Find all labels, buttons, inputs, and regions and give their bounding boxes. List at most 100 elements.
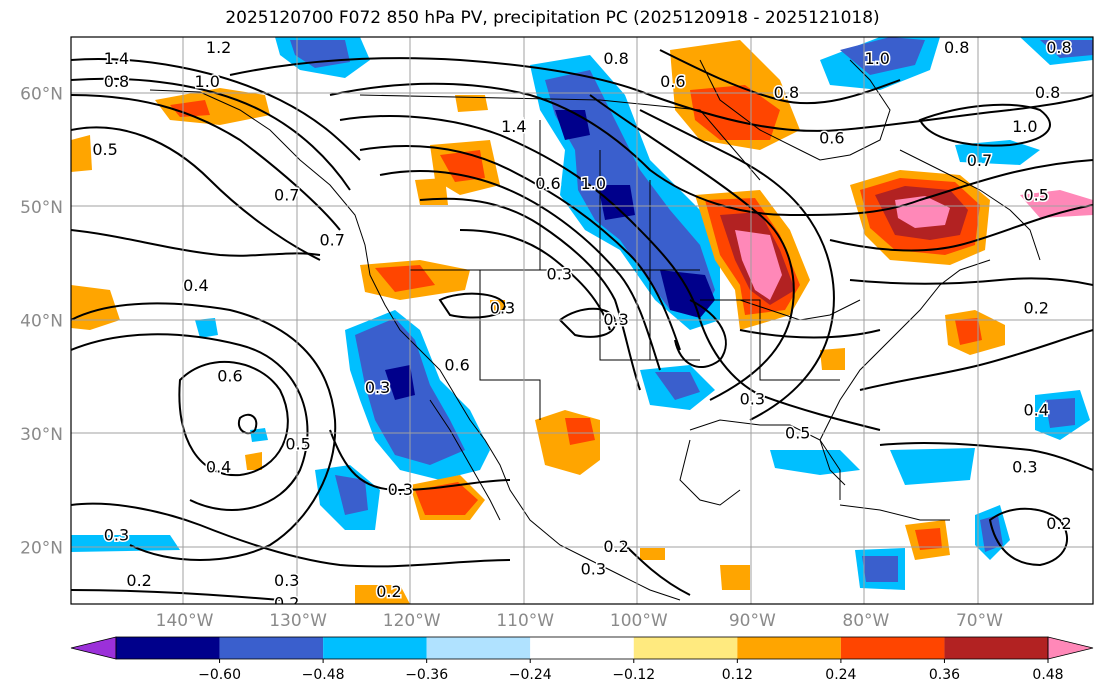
- graticule: [71, 37, 1093, 604]
- labrador-coast: [899, 149, 1041, 261]
- colorbar-under-arrow: [70, 636, 117, 660]
- precip-negative-blob: [195, 318, 218, 338]
- pv-contour-line: [359, 145, 681, 351]
- pv-contour-line: [71, 302, 337, 561]
- contour-labels: 1.4 1.0 0.8 1.2 0.5 0.7 0.7 0.4 0.6 0.5 0.4 0.3 0.3 0…: [91, 37, 1073, 604]
- contour-label: 1.4: [501, 117, 526, 136]
- contour-label: 0.6: [819, 129, 844, 148]
- contour-label: 0.5: [285, 435, 310, 454]
- precip-negative-blob: [1040, 40, 1093, 58]
- pv-contour-line: [71, 229, 321, 257]
- pv-contour-line: [988, 507, 1069, 567]
- longitude-tick-label: 70°W: [956, 611, 1003, 631]
- latitude-tick-label: 40°N: [20, 312, 63, 332]
- pv-contour-line: [849, 277, 1093, 286]
- pv-contour-line: [71, 94, 341, 231]
- pv-contour-line: [339, 115, 761, 396]
- colorbar-swatch: [323, 637, 427, 659]
- precip-positive-blob: [455, 95, 488, 112]
- yucatan-coast: [679, 439, 741, 506]
- contour-label: 0.4: [183, 276, 208, 295]
- precip-negative-blob: [655, 372, 700, 400]
- contour-label: 0.3: [547, 265, 572, 284]
- pv-contour-line: [329, 429, 511, 492]
- contour-label: 0.3: [1012, 457, 1037, 476]
- colorbar-swatch: [219, 637, 324, 659]
- pv-contour-line: [619, 539, 691, 596]
- pv-contours: [71, 49, 1093, 601]
- colorbar-over-arrow: [1047, 636, 1094, 660]
- colorbar-tick-label: 0.48: [1032, 667, 1063, 683]
- contour-label: 0.3: [740, 389, 765, 408]
- precip-positive-blob: [490, 300, 505, 312]
- pv-contour-line: [71, 333, 309, 511]
- contour-label: 0.3: [388, 480, 413, 499]
- state-border: [539, 120, 651, 360]
- contour-label: 0.7: [319, 231, 344, 250]
- precip-positive-blob: [355, 585, 410, 604]
- colorbar-swatch: [426, 637, 531, 659]
- pv-contour-line: [438, 292, 507, 319]
- precip-negative-blob: [1045, 398, 1075, 428]
- precip-negative-blob: [385, 365, 415, 400]
- precip-negative-blob: [770, 450, 860, 475]
- contour-label: 0.8: [603, 49, 628, 68]
- contour-label: 0.7: [274, 185, 299, 204]
- precip-positive-blob: [565, 418, 595, 445]
- longitude-tick-label: 110°W: [496, 611, 554, 631]
- colorbar-swatch: [840, 637, 945, 659]
- pv-contour-line: [329, 82, 1093, 217]
- colorbar: −0.60 −0.48 −0.36 −0.24 −0.12 0.12 0.24 0.36 0.4…: [70, 636, 1094, 683]
- pv-contour-line: [759, 394, 881, 431]
- contour-label: 0.6: [217, 367, 242, 386]
- contour-label: 0.2: [376, 582, 401, 601]
- pv-contour-line: [178, 360, 289, 477]
- pv-contour-line: [237, 413, 258, 435]
- precip-positive-blob: [375, 265, 435, 292]
- colorbar-swatch: [944, 637, 1048, 659]
- pv-contour-line: [589, 94, 795, 401]
- precip-positive-blob: [71, 285, 120, 330]
- contour-label: 0.3: [274, 571, 299, 590]
- precip-negative-blob: [955, 140, 1040, 165]
- contour-label: 0.8: [944, 38, 969, 57]
- gulf-coast: [689, 419, 841, 500]
- colorbar-tick-label: −0.48: [302, 667, 345, 683]
- colorbar-tick-label: −0.12: [612, 667, 655, 683]
- latitude-tick-label: 60°N: [20, 85, 63, 105]
- latitude-tick-label: 30°N: [20, 425, 63, 445]
- contour-label: 0.5: [785, 423, 810, 442]
- precip-positive-blob: [915, 528, 942, 550]
- contour-label: 0.3: [365, 378, 390, 397]
- pv-contour-line: [229, 57, 1093, 132]
- state-border: [479, 270, 700, 420]
- pv-contour-line: [71, 77, 351, 191]
- pv-contour-line: [674, 299, 727, 369]
- contour-label: 1.0: [581, 174, 606, 193]
- colorbar-swatch: [116, 637, 220, 659]
- contour-label: 1.0: [865, 49, 890, 68]
- contour-label: 0.7: [967, 151, 992, 170]
- contour-label: 0.2: [126, 571, 151, 590]
- colorbar-tick-label: 0.36: [929, 667, 960, 683]
- precip-positive-blob: [1020, 190, 1093, 218]
- pv-contour-line: [639, 109, 835, 421]
- pv-contour-line: [71, 126, 321, 261]
- precip-positive-blob: [71, 135, 92, 172]
- precip-positive-blob: [955, 318, 982, 345]
- latitude-tick-label: 50°N: [20, 198, 63, 218]
- contour-label: 1.0: [195, 72, 220, 91]
- pv-contour-line: [419, 197, 641, 391]
- longitude-tick-label: 120°W: [383, 611, 441, 631]
- baja-coast: [429, 399, 501, 521]
- contour-label: 0.3: [603, 310, 628, 329]
- contour-label: 0.5: [92, 140, 117, 159]
- colorbar-tick-label: 0.12: [722, 667, 753, 683]
- longitude-tick-label: 80°W: [842, 611, 889, 631]
- colorbar-swatch: [530, 637, 634, 659]
- contour-label: 1.2: [206, 38, 231, 57]
- precip-negative-blob: [890, 448, 975, 485]
- contour-label: 0.6: [660, 72, 685, 91]
- contour-label: 0.3: [581, 559, 606, 578]
